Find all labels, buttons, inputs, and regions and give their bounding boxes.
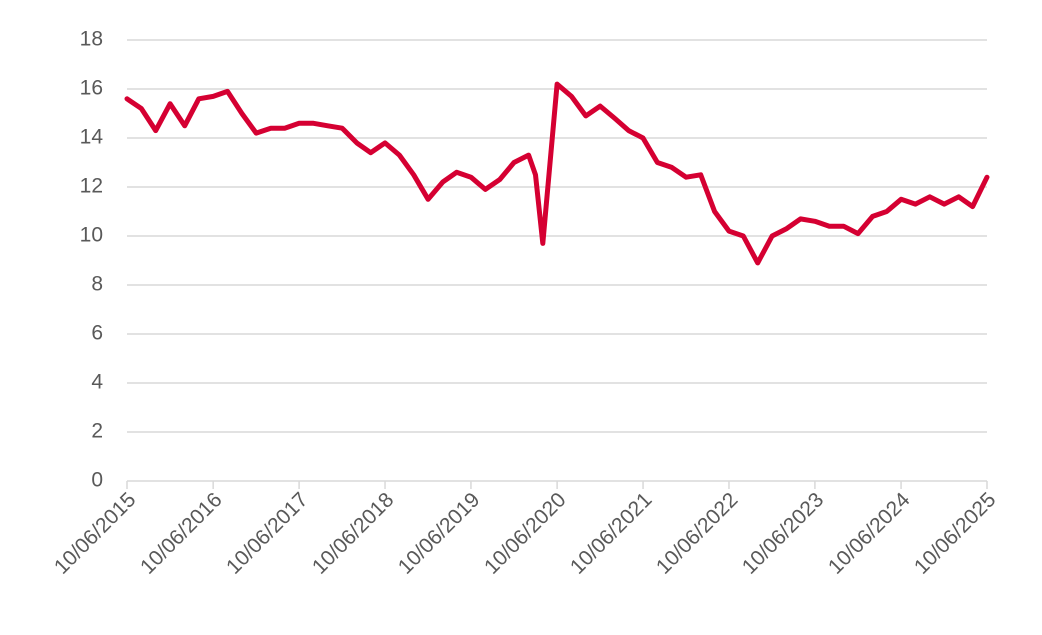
x-tick-label: 10/06/2023 xyxy=(738,488,829,579)
y-tick-label: 6 xyxy=(91,322,103,345)
data-line xyxy=(124,81,990,266)
y-tick-label: 12 xyxy=(80,175,103,198)
y-tick-label: 10 xyxy=(80,224,103,247)
x-tick-label: 10/06/2017 xyxy=(222,488,313,579)
y-tick-label: 14 xyxy=(80,126,104,149)
y-tick-label: 0 xyxy=(91,469,103,492)
y-tick-label: 16 xyxy=(80,77,103,100)
x-tick-label: 10/06/2019 xyxy=(394,488,485,579)
x-tick-label: 10/06/2022 xyxy=(652,488,743,579)
y-tick-label: 2 xyxy=(91,420,103,443)
y-tick-label: 18 xyxy=(80,28,103,51)
x-tick-label: 10/06/2020 xyxy=(480,488,571,579)
x-tick-label: 10/06/2021 xyxy=(566,488,657,579)
y-tick-label: 8 xyxy=(91,273,103,296)
x-tick-label: 10/06/2018 xyxy=(308,488,399,579)
x-tick-label: 10/06/2025 xyxy=(910,488,1001,579)
x-tick-label: 10/06/2015 xyxy=(50,488,141,579)
x-tick-label: 10/06/2016 xyxy=(136,488,227,579)
y-tick-label: 4 xyxy=(91,371,103,394)
x-tick-label: 10/06/2024 xyxy=(824,488,915,579)
